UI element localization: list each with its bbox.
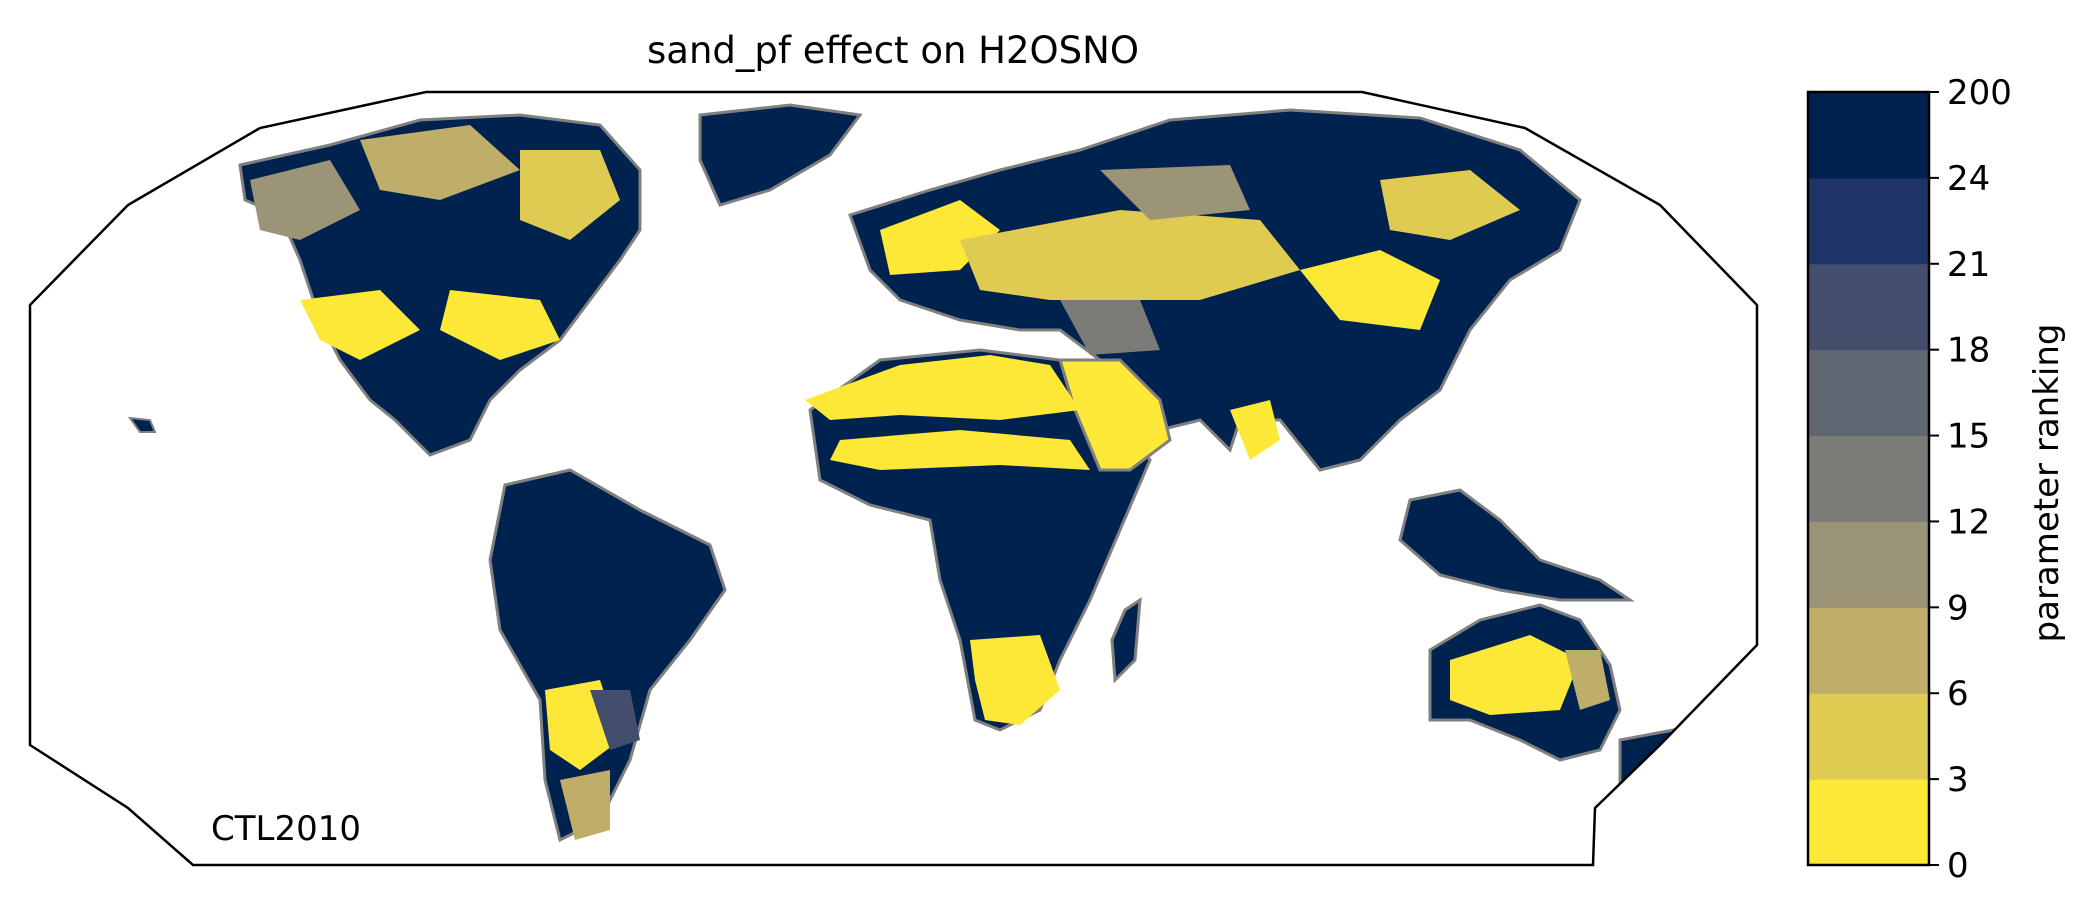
patch-andes: [590, 690, 640, 750]
patch-na-plains: [300, 290, 420, 360]
landmass-se-asia-islands: [1398, 488, 1635, 602]
patch-southern-africa: [970, 635, 1060, 725]
colorbar-bin: [1808, 435, 1929, 522]
chart-title: sand_pf effect on H2OSNO: [647, 29, 1139, 72]
colorbar-tick-label: 15: [1947, 417, 1990, 457]
colorbar-bin: [1808, 521, 1929, 608]
colorbar-bin: [1808, 92, 1929, 179]
patch-steppe: [1100, 165, 1250, 220]
patch-sahel: [830, 430, 1090, 470]
colorbar-tick-label: 3: [1947, 760, 1969, 800]
colorbar-tick-label: 21: [1947, 245, 1990, 285]
colorbar-tick-label: 18: [1947, 331, 1990, 371]
patch-central-asia: [960, 210, 1300, 300]
ranking-patches: [250, 125, 1610, 840]
landmass-madagascar: [1110, 597, 1142, 684]
patch-siberia: [1380, 170, 1520, 240]
colorbar-bin: [1808, 607, 1929, 694]
colorbar-frame: [1806, 90, 1931, 867]
patch-australia-east: [1565, 650, 1610, 710]
map-area: [127, 103, 1703, 843]
patch-na-east: [440, 290, 560, 360]
colorbar-bin: [1808, 177, 1929, 265]
colorbar: 0 3 6 9 12 15 18 21 24 200: [1806, 73, 2012, 886]
colorbar-bin: [1808, 349, 1929, 437]
globe-outline: [28, 90, 1759, 867]
patch-india: [1230, 400, 1280, 460]
landmass-hawaii: [127, 416, 157, 433]
colorbar-bin: [1808, 693, 1929, 780]
run-label: CTL2010: [211, 809, 361, 849]
colorbar-tick-label: 0: [1947, 846, 1969, 886]
colorbar-bin: [1808, 779, 1929, 866]
patch-sahara: [805, 355, 1080, 420]
patch-tibet: [1060, 300, 1160, 355]
patch-australia-interior: [1450, 635, 1580, 715]
landmass-greenland: [698, 103, 863, 207]
patch-na-west: [250, 160, 360, 240]
landmass-new-zealand: [1618, 722, 1703, 792]
colorbar-tick-label: 9: [1947, 588, 1969, 628]
patch-na-north: [360, 125, 520, 200]
colorbar-label: parameter ranking: [2027, 324, 2067, 643]
colorbar-tick-label: 200: [1947, 73, 2012, 113]
colorbar-bin: [1808, 263, 1929, 351]
patch-na-canada: [520, 150, 620, 240]
landmass-south-america: [488, 468, 727, 843]
colorbar-tick-label: 6: [1947, 674, 1969, 714]
patch-china: [1300, 250, 1440, 330]
landmass-arabia: [1057, 358, 1172, 472]
colorbar-tick-label: 12: [1947, 502, 1990, 542]
patch-southern-cone: [560, 770, 610, 840]
colorbar-tick-label: 24: [1947, 159, 1990, 199]
